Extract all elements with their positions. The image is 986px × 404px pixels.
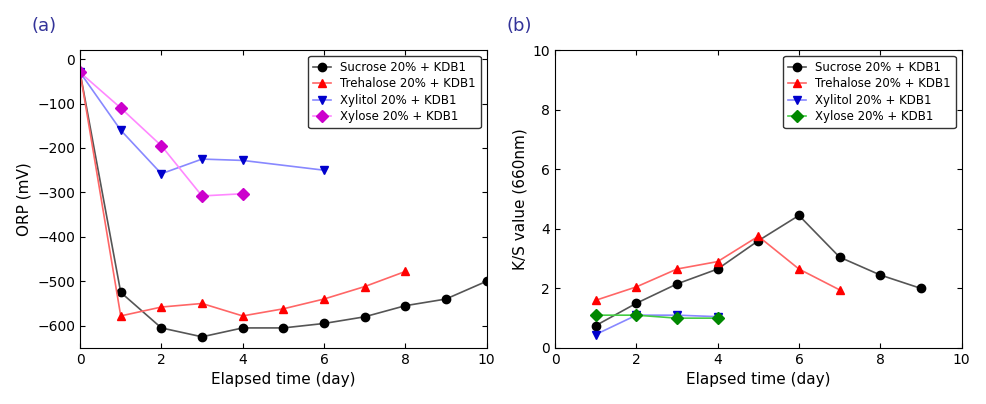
Sucrose 20% + KDB1: [874, 273, 885, 278]
Sucrose 20% + KDB1: [317, 321, 329, 326]
Xylose 20% + KDB1: [156, 143, 168, 148]
Xylose 20% + KDB1: [196, 194, 208, 198]
Line: Xylose 20% + KDB1: Xylose 20% + KDB1: [76, 68, 246, 200]
Trehalose 20% + KDB1: [156, 305, 168, 309]
Xylitol 20% + KDB1: [590, 332, 601, 337]
Xylose 20% + KDB1: [630, 313, 642, 318]
Line: Sucrose 20% + KDB1: Sucrose 20% + KDB1: [76, 68, 490, 341]
Sucrose 20% + KDB1: [74, 70, 86, 75]
Trehalose 20% + KDB1: [399, 269, 411, 274]
Trehalose 20% + KDB1: [277, 306, 289, 311]
Xylitol 20% + KDB1: [156, 171, 168, 176]
Sucrose 20% + KDB1: [277, 326, 289, 330]
Legend: Sucrose 20% + KDB1, Trehalose 20% + KDB1, Xylitol 20% + KDB1, Xylose 20% + KDB1: Sucrose 20% + KDB1, Trehalose 20% + KDB1…: [308, 56, 480, 128]
Trehalose 20% + KDB1: [196, 301, 208, 306]
Line: Xylitol 20% + KDB1: Xylitol 20% + KDB1: [76, 68, 327, 178]
Xylose 20% + KDB1: [114, 105, 126, 110]
Sucrose 20% + KDB1: [914, 286, 926, 291]
Trehalose 20% + KDB1: [630, 284, 642, 289]
Sucrose 20% + KDB1: [237, 326, 248, 330]
Sucrose 20% + KDB1: [480, 279, 492, 284]
Trehalose 20% + KDB1: [237, 314, 248, 318]
Trehalose 20% + KDB1: [751, 234, 763, 239]
Sucrose 20% + KDB1: [833, 255, 845, 259]
Line: Xylose 20% + KDB1: Xylose 20% + KDB1: [591, 311, 721, 322]
Trehalose 20% + KDB1: [74, 70, 86, 75]
Y-axis label: K/S value (660nm): K/S value (660nm): [512, 128, 527, 270]
Xylitol 20% + KDB1: [196, 157, 208, 162]
Sucrose 20% + KDB1: [670, 282, 682, 286]
Xylitol 20% + KDB1: [317, 168, 329, 173]
Sucrose 20% + KDB1: [358, 314, 370, 319]
Sucrose 20% + KDB1: [399, 303, 411, 308]
Xylitol 20% + KDB1: [114, 128, 126, 133]
Trehalose 20% + KDB1: [590, 298, 601, 303]
Line: Trehalose 20% + KDB1: Trehalose 20% + KDB1: [76, 68, 409, 320]
Xylitol 20% + KDB1: [670, 313, 682, 318]
Text: (a): (a): [32, 17, 56, 35]
Line: Sucrose 20% + KDB1: Sucrose 20% + KDB1: [591, 211, 924, 330]
Sucrose 20% + KDB1: [196, 335, 208, 339]
X-axis label: Elapsed time (day): Elapsed time (day): [685, 372, 829, 387]
Sucrose 20% + KDB1: [156, 326, 168, 330]
Trehalose 20% + KDB1: [792, 267, 804, 271]
Sucrose 20% + KDB1: [751, 238, 763, 243]
Sucrose 20% + KDB1: [711, 267, 723, 271]
Xylose 20% + KDB1: [711, 316, 723, 320]
Trehalose 20% + KDB1: [833, 287, 845, 292]
Xylitol 20% + KDB1: [74, 70, 86, 75]
Xylitol 20% + KDB1: [630, 313, 642, 318]
Trehalose 20% + KDB1: [711, 259, 723, 264]
X-axis label: Elapsed time (day): Elapsed time (day): [211, 372, 355, 387]
Sucrose 20% + KDB1: [114, 290, 126, 295]
Trehalose 20% + KDB1: [358, 284, 370, 289]
Trehalose 20% + KDB1: [317, 297, 329, 301]
Sucrose 20% + KDB1: [630, 301, 642, 306]
Xylose 20% + KDB1: [670, 316, 682, 320]
Trehalose 20% + KDB1: [670, 267, 682, 271]
Xylitol 20% + KDB1: [711, 314, 723, 319]
Line: Xylitol 20% + KDB1: Xylitol 20% + KDB1: [591, 311, 721, 339]
Line: Trehalose 20% + KDB1: Trehalose 20% + KDB1: [591, 232, 843, 305]
Legend: Sucrose 20% + KDB1, Trehalose 20% + KDB1, Xylitol 20% + KDB1, Xylose 20% + KDB1: Sucrose 20% + KDB1, Trehalose 20% + KDB1…: [783, 56, 954, 128]
Text: (b): (b): [506, 17, 531, 35]
Trehalose 20% + KDB1: [114, 314, 126, 318]
Sucrose 20% + KDB1: [440, 297, 452, 301]
Y-axis label: ORP (mV): ORP (mV): [17, 162, 32, 236]
Xylose 20% + KDB1: [590, 313, 601, 318]
Sucrose 20% + KDB1: [590, 323, 601, 328]
Xylose 20% + KDB1: [74, 70, 86, 75]
Xylitol 20% + KDB1: [237, 158, 248, 163]
Xylose 20% + KDB1: [237, 191, 248, 196]
Sucrose 20% + KDB1: [792, 213, 804, 218]
